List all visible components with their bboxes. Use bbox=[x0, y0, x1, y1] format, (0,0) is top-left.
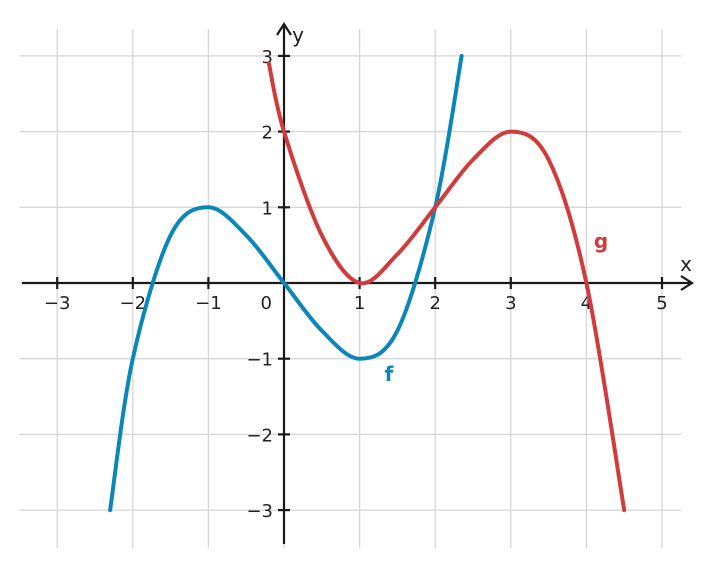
y-tick-label: −3 bbox=[246, 501, 273, 522]
x-tick-label: 4 bbox=[581, 293, 592, 314]
x-tick-label: −2 bbox=[120, 293, 147, 314]
x-tick-label: −3 bbox=[44, 293, 71, 314]
x-tick-label: 2 bbox=[429, 293, 440, 314]
ticks: −3 −2 −1 1 2 3 4 5 −3 −2 −1 1 2 3 0 bbox=[44, 47, 668, 522]
x-tick-label: 1 bbox=[354, 293, 365, 314]
y-tick-label: −2 bbox=[246, 425, 273, 446]
x-axis-label: x bbox=[680, 252, 692, 276]
series-line-g bbox=[266, 61, 627, 513]
x-tick-label: 5 bbox=[656, 293, 667, 314]
curves bbox=[108, 53, 627, 513]
x-tick-label: −1 bbox=[195, 293, 222, 314]
y-tick-label: 3 bbox=[262, 47, 273, 68]
y-axis-label: y bbox=[292, 23, 304, 47]
y-tick-label: 2 bbox=[262, 123, 273, 144]
grid bbox=[19, 29, 681, 548]
series-line-f bbox=[108, 53, 464, 513]
y-tick-label: −1 bbox=[246, 350, 273, 371]
x-axis-arrow bbox=[680, 275, 695, 291]
x-tick-label: 3 bbox=[505, 293, 516, 314]
series-label-f: f bbox=[385, 362, 394, 386]
series-label-g: g bbox=[594, 229, 608, 253]
y-axis-arrow bbox=[276, 21, 292, 36]
origin-label: 0 bbox=[261, 293, 272, 314]
labels: x y f g bbox=[292, 23, 692, 386]
y-tick-label: 1 bbox=[262, 198, 273, 219]
